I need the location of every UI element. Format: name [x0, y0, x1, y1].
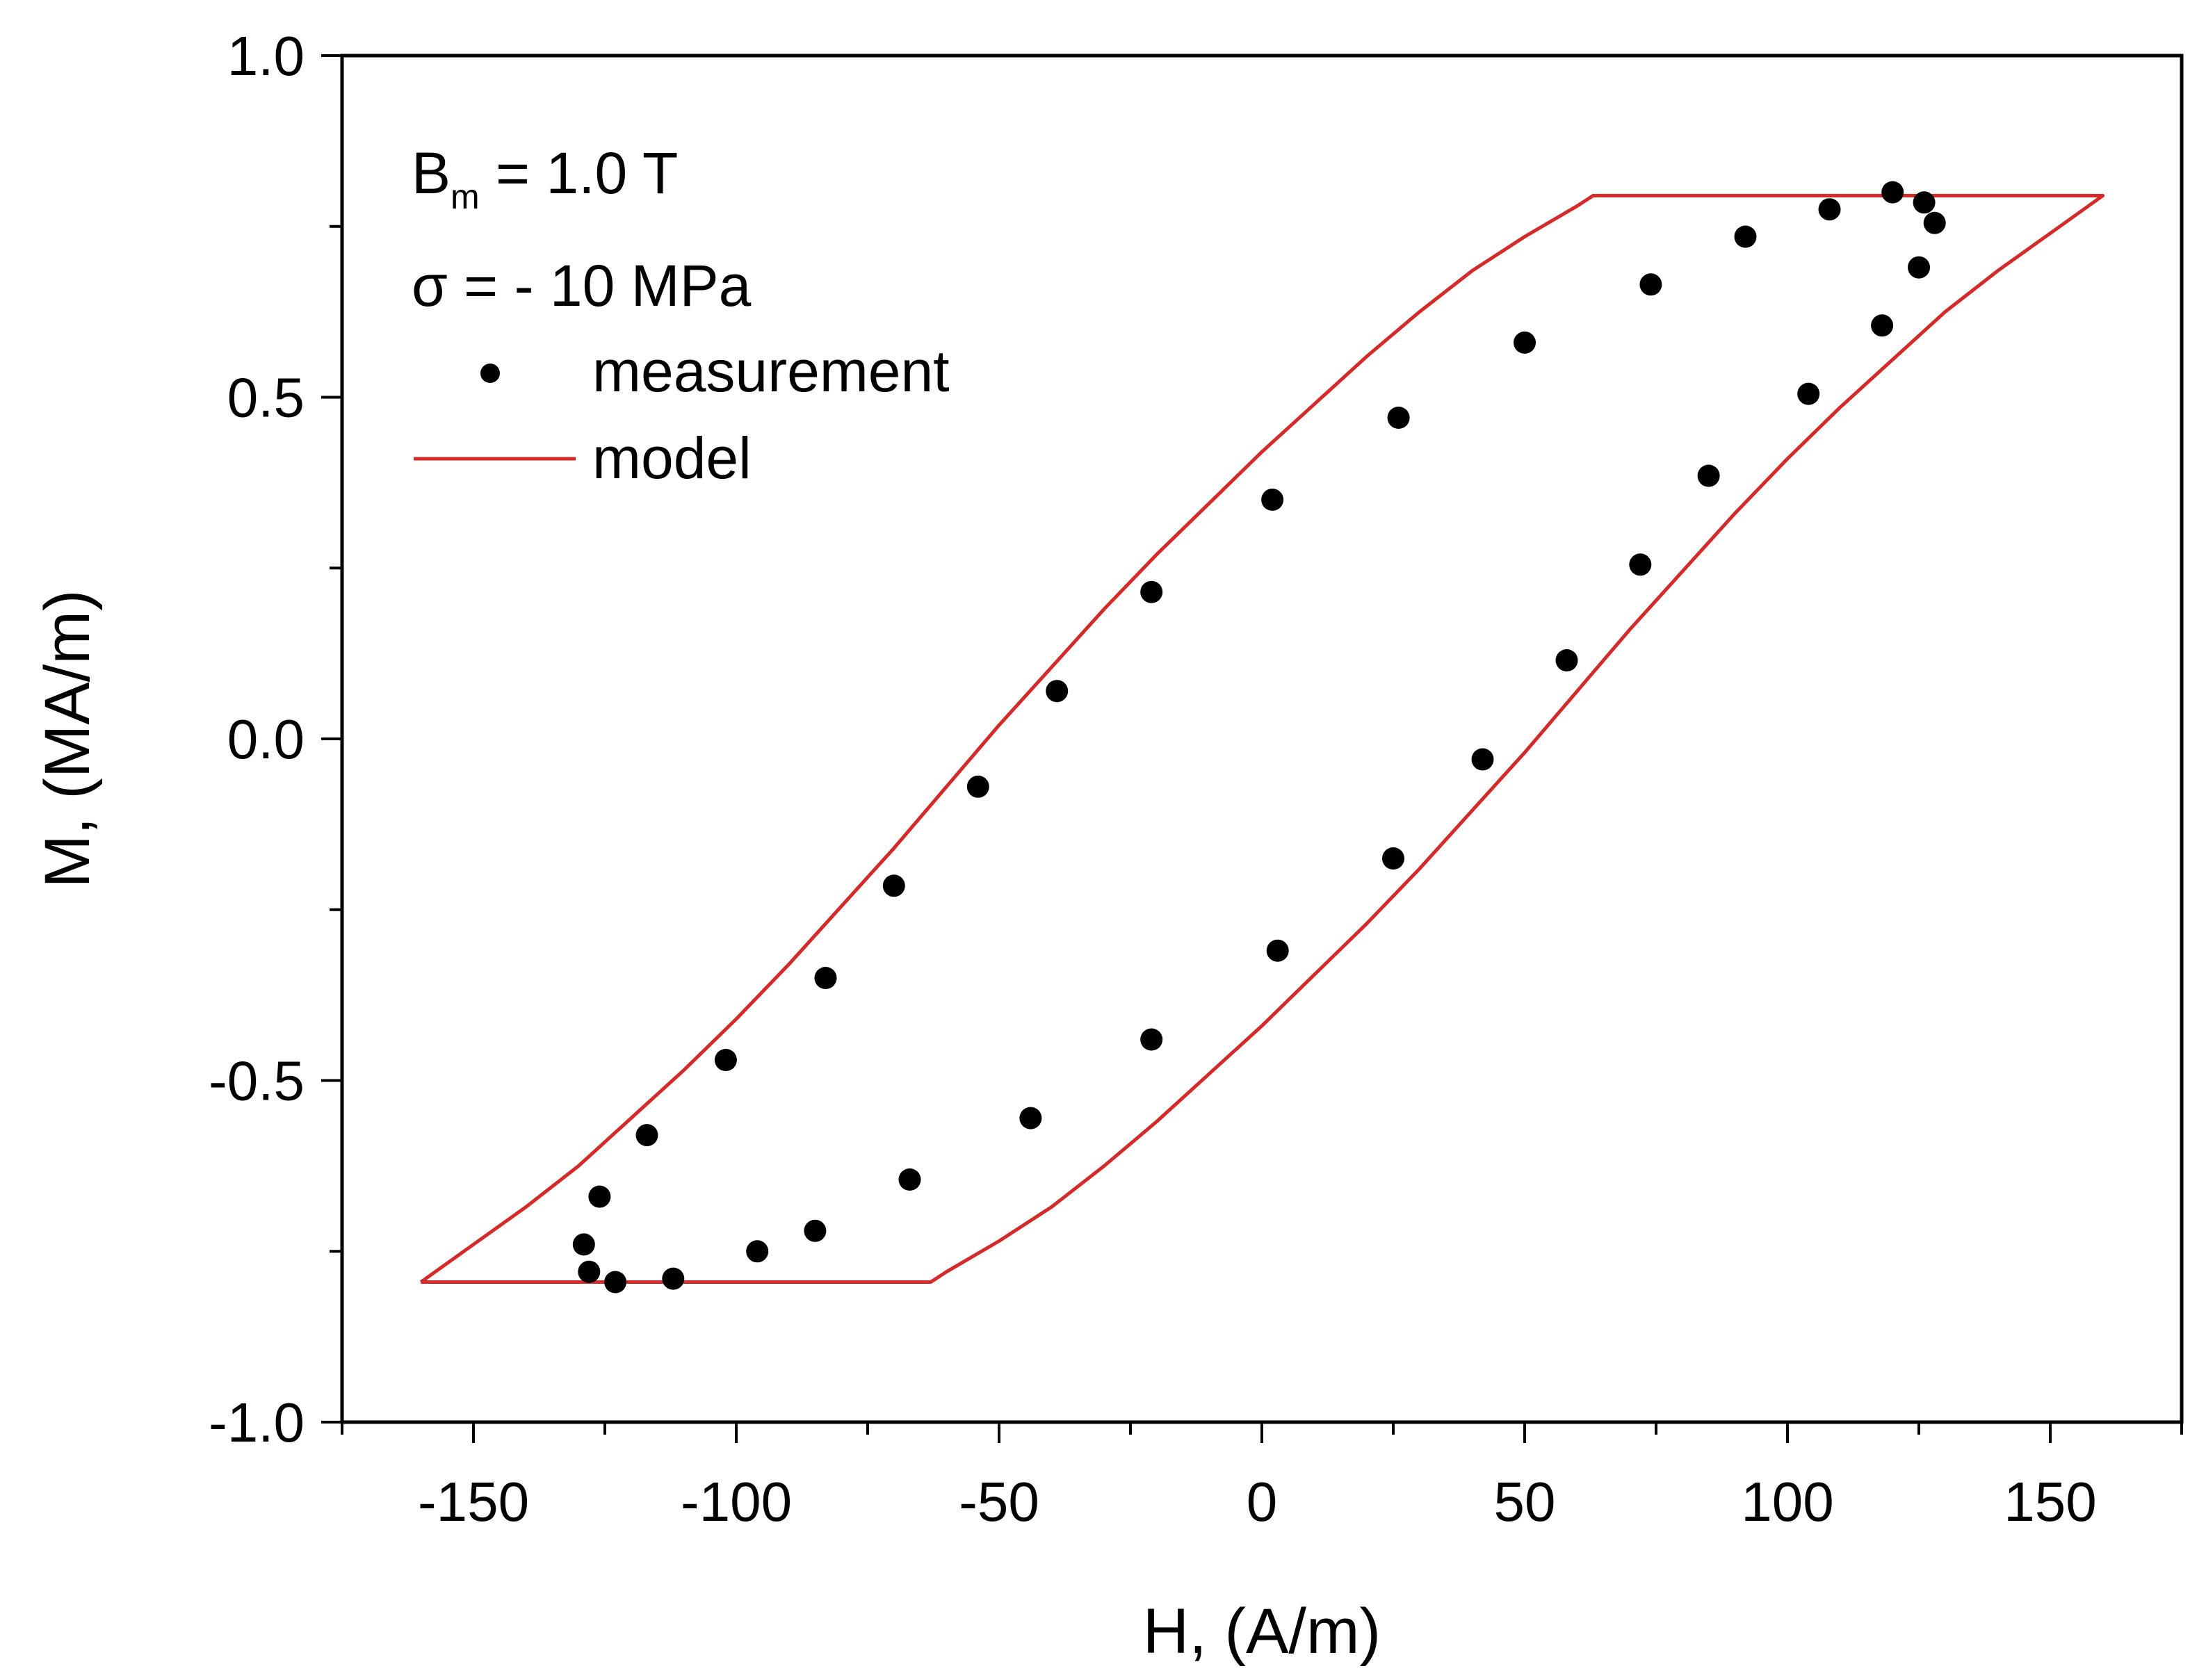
bm-value: = 1.0 T	[480, 140, 679, 206]
model-line	[419, 194, 2105, 1284]
measurement-point	[1818, 198, 1841, 221]
measurement-point	[804, 1219, 827, 1242]
bm-annotation: Bm = 1.0 T	[412, 140, 678, 216]
measurement-point	[1019, 1107, 1042, 1129]
measurement-point	[1471, 748, 1494, 771]
measurement-point	[1514, 331, 1536, 354]
measurement-points	[572, 181, 1946, 1294]
measurement-point	[814, 967, 837, 989]
measurement-point	[1140, 1028, 1163, 1051]
measurement-point	[1266, 939, 1289, 962]
x-tick-label: -50	[959, 1471, 1039, 1533]
y-tick-label: -1.0	[209, 1392, 305, 1453]
measurement-point	[1881, 181, 1904, 204]
y-tick-label: 0.5	[227, 367, 305, 429]
measurement-point	[1387, 407, 1410, 429]
measurement-point	[1913, 191, 1936, 214]
measurement-point	[588, 1185, 611, 1208]
x-axis-title: H, (A/m)	[1143, 1596, 1381, 1667]
x-tick-label: 150	[2004, 1471, 2096, 1533]
measurement-point	[898, 1168, 921, 1191]
measurement-point	[572, 1233, 595, 1256]
legend-measurement-label: measurement	[592, 339, 950, 404]
measurement-point	[1871, 314, 1894, 337]
y-axis-title: M, (MA/m)	[32, 589, 103, 888]
measurement-point	[578, 1260, 601, 1283]
measurement-point	[1261, 488, 1284, 511]
x-tick-label: -150	[418, 1471, 529, 1533]
x-tick-label: 0	[1247, 1471, 1278, 1533]
measurement-point	[1555, 649, 1578, 671]
measurement-point	[1639, 273, 1662, 296]
legend: Bm = 1.0 T σ = - 10 MPa measurement mode…	[412, 140, 950, 491]
bm-subscript: m	[451, 177, 480, 216]
measurement-point	[662, 1267, 685, 1290]
measurement-point	[1697, 464, 1720, 487]
x-tick-label: 100	[1741, 1471, 1833, 1533]
y-tick-label: -0.5	[209, 1050, 305, 1112]
bm-symbol: B	[412, 140, 451, 206]
measurement-point	[1923, 211, 1946, 234]
legend-model-label: model	[592, 425, 752, 491]
legend-measurement-marker	[480, 364, 500, 383]
measurement-point	[1734, 225, 1757, 248]
measurement-point	[1382, 847, 1404, 870]
y-tick-label: 1.0	[227, 25, 305, 87]
measurement-point	[1046, 680, 1069, 703]
measurement-point	[1797, 382, 1820, 405]
axis-tick-labels: -150 -100 -50 0 50 100 150 -1.0 -0.5 0.0 0.5 1.0	[209, 25, 2097, 1533]
sigma-annotation: σ = - 10 MPa	[412, 253, 752, 318]
axis-ticks	[321, 54, 2183, 1443]
measurement-point	[746, 1240, 769, 1263]
measurement-point	[604, 1271, 627, 1294]
x-tick-label: 50	[1494, 1471, 1556, 1533]
measurement-point	[1629, 553, 1652, 576]
measurement-point	[882, 874, 905, 897]
measurement-point	[635, 1124, 658, 1147]
measurement-point	[1908, 256, 1930, 279]
y-tick-label: 0.0	[227, 708, 305, 770]
measurement-point	[966, 775, 989, 798]
measurement-point	[714, 1049, 737, 1071]
measurement-point	[1140, 580, 1163, 603]
x-tick-label: -100	[681, 1471, 792, 1533]
